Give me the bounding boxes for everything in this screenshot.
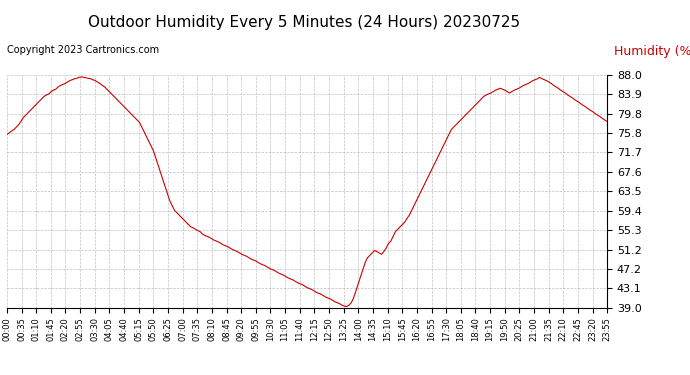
Text: Outdoor Humidity Every 5 Minutes (24 Hours) 20230725: Outdoor Humidity Every 5 Minutes (24 Hou… (88, 15, 520, 30)
Text: Copyright 2023 Cartronics.com: Copyright 2023 Cartronics.com (7, 45, 159, 55)
Text: Humidity (%): Humidity (%) (614, 45, 690, 58)
